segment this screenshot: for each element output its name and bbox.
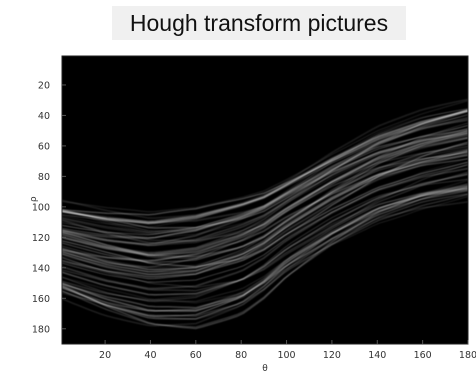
chart-title: Hough transform pictures: [112, 6, 406, 40]
hough-curves: [62, 98, 468, 330]
hough-curve: [62, 130, 468, 247]
hough-curve: [62, 201, 468, 327]
y-tick-label: 20: [38, 80, 50, 91]
y-tick-label: 100: [32, 202, 50, 213]
y-tick-label: 120: [32, 233, 50, 244]
hough-curve: [62, 109, 468, 229]
hough-curve: [62, 130, 468, 246]
hough-curve: [62, 141, 468, 268]
hough-curve: [62, 132, 468, 254]
y-axis-label: ρ: [29, 196, 39, 202]
hough-curve: [62, 108, 468, 232]
hough-curve: [62, 183, 468, 301]
y-tick-label: 40: [38, 111, 50, 122]
y-tick-label: 180: [32, 324, 50, 335]
hough-curve: [62, 179, 468, 304]
hough-curve: [62, 110, 468, 223]
x-tick-label: 120: [323, 350, 341, 361]
hough-curve: [62, 164, 468, 283]
hough-curve: [62, 147, 468, 272]
x-axis-ticks: 20 40 60 80 100 120 140 160 180: [99, 340, 476, 361]
y-tick-label: 160: [32, 294, 50, 305]
hough-curve: [62, 154, 468, 275]
x-tick-label: 60: [190, 350, 202, 361]
x-tick-label: 160: [414, 350, 432, 361]
x-tick-label: 100: [277, 350, 295, 361]
hough-curve: [62, 189, 468, 312]
x-axis-label: θ: [262, 364, 268, 374]
x-tick-label: 180: [459, 350, 476, 361]
x-tick-label: 80: [235, 350, 247, 361]
y-tick-label: 140: [32, 263, 50, 274]
hough-curve: [62, 108, 468, 216]
hough-curve: [62, 193, 468, 328]
hough-curve: [62, 171, 468, 292]
hough-curve: [62, 143, 468, 264]
x-tick-label: 140: [368, 350, 386, 361]
y-tick-label: 80: [38, 172, 50, 183]
plot-frame: [61, 55, 469, 345]
hough-curve: [62, 150, 468, 271]
x-tick-label: 20: [99, 350, 111, 361]
hough-curve: [62, 186, 468, 309]
y-axis-ticks: 20 40 60 80 100 120 140 160 180: [32, 80, 66, 335]
hough-curve: [62, 195, 468, 312]
hough-curve: [62, 163, 468, 288]
hough-curve: [62, 100, 468, 213]
y-tick-label: 60: [38, 141, 50, 152]
x-tick-label: 40: [144, 350, 156, 361]
hough-curve: [62, 157, 468, 273]
